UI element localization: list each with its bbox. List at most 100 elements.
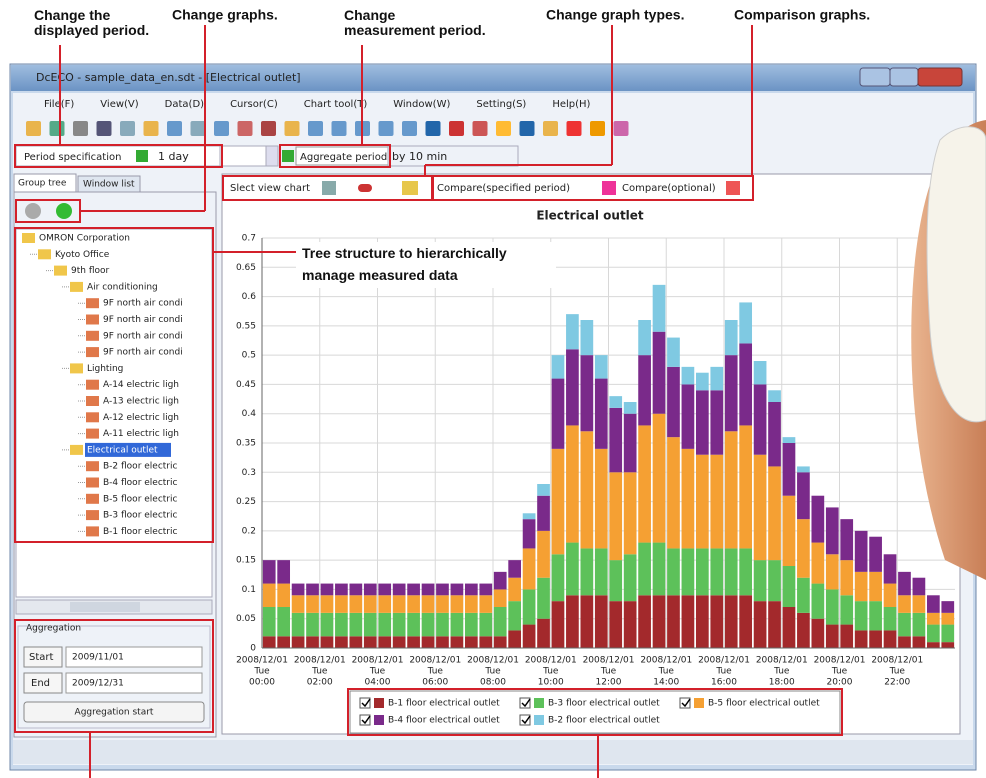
- start-button[interactable]: [23, 646, 63, 668]
- prev-button[interactable]: [136, 150, 148, 162]
- bar-segment: [493, 571, 507, 590]
- chart-type-icon[interactable]: [358, 184, 372, 192]
- bar-segment: [667, 437, 680, 549]
- compare-specified[interactable]: Compare(specified period): [437, 183, 570, 194]
- end-button[interactable]: [23, 672, 63, 694]
- tree-item[interactable]: 9F north air condi: [103, 348, 183, 358]
- aggregation-start-button[interactable]: [23, 701, 205, 723]
- tree-item[interactable]: 9F north air condi: [103, 299, 183, 309]
- toolbar-button[interactable]: [449, 121, 464, 136]
- toolbar-button[interactable]: [402, 121, 417, 136]
- bar-segment: [854, 601, 868, 631]
- toolbar-button[interactable]: [143, 121, 159, 136]
- menu-item[interactable]: Chart tool(T): [304, 99, 368, 110]
- toolbar-button[interactable]: [261, 121, 276, 136]
- bar-segment: [782, 437, 796, 443]
- compare-icon[interactable]: [726, 181, 740, 195]
- tree-item[interactable]: Air conditioning: [87, 282, 158, 292]
- toolbar-button[interactable]: [543, 121, 558, 136]
- toolbar-button[interactable]: [26, 121, 41, 136]
- toolbar-button[interactable]: [167, 121, 182, 136]
- tree-item[interactable]: Electrical outlet: [87, 445, 158, 455]
- tree-item[interactable]: Kyoto Office: [55, 250, 110, 260]
- tree-item[interactable]: B-3 floor electric: [103, 511, 178, 521]
- scroll-thumb[interactable]: [70, 602, 140, 612]
- bar-segment: [739, 343, 753, 426]
- legend-check: [361, 698, 371, 708]
- toolbar-button[interactable]: [190, 121, 206, 136]
- compare-optional[interactable]: Compare(optional): [622, 183, 716, 194]
- menu-item[interactable]: Setting(S): [476, 99, 526, 110]
- minimize-button[interactable]: [859, 67, 891, 87]
- legend-check: [361, 715, 371, 725]
- tree-item[interactable]: B-5 floor electric: [103, 494, 178, 504]
- menu-item[interactable]: View(V): [100, 99, 138, 110]
- bar-segment: [840, 595, 854, 625]
- down-button[interactable]: [25, 203, 41, 219]
- tree-item[interactable]: A-14 electric ligh: [103, 380, 179, 390]
- bar-segment: [724, 431, 738, 549]
- folder-icon: [54, 265, 67, 276]
- toolbar-button[interactable]: [96, 121, 112, 136]
- tree-panel: [15, 228, 213, 598]
- toolbar-button[interactable]: [237, 121, 253, 136]
- tree-item[interactable]: 9F north air condi: [103, 315, 183, 325]
- bar-segment: [782, 566, 796, 607]
- menu-item[interactable]: Cursor(C): [230, 99, 278, 110]
- tree-item[interactable]: B-4 floor electric: [103, 478, 178, 488]
- legend-checkbox[interactable]: [359, 697, 371, 709]
- toolbar-button[interactable]: [284, 121, 300, 136]
- tree-item[interactable]: B-1 floor electric: [103, 527, 178, 537]
- toolbar-button[interactable]: [120, 121, 135, 136]
- tree-item[interactable]: A-13 electric ligh: [103, 397, 179, 407]
- mouse: [926, 126, 986, 423]
- legend-check: [681, 698, 691, 708]
- toolbar-button[interactable]: [425, 121, 441, 136]
- toolbar-button[interactable]: [73, 121, 88, 136]
- tree-item[interactable]: A-12 electric ligh: [103, 413, 179, 423]
- tree-item[interactable]: B-2 floor electric: [103, 462, 178, 472]
- tree-item[interactable]: 9th floor: [71, 266, 110, 276]
- toolbar-button[interactable]: [613, 121, 629, 136]
- legend-checkbox[interactable]: [519, 697, 531, 709]
- menu-item[interactable]: Data(D): [165, 99, 204, 110]
- menu-item[interactable]: Window(W): [393, 99, 450, 110]
- up-button[interactable]: [56, 203, 72, 219]
- legend-checkbox[interactable]: [359, 714, 371, 726]
- aggregate-icon[interactable]: [282, 150, 294, 162]
- bar-segment: [623, 413, 637, 473]
- end-date[interactable]: [65, 672, 203, 694]
- folder-icon: [86, 412, 99, 423]
- compare-icon[interactable]: [602, 181, 616, 195]
- tree-item[interactable]: A-11 electric ligh: [103, 429, 179, 439]
- toolbar-button[interactable]: [472, 121, 488, 136]
- toolbar-button[interactable]: [214, 121, 229, 136]
- legend-checkbox[interactable]: [679, 697, 691, 709]
- start-date[interactable]: [65, 646, 203, 668]
- close-button[interactable]: [917, 67, 963, 87]
- x-tick-label: 18:00: [769, 678, 795, 688]
- bar-segment: [378, 583, 392, 596]
- tree-item[interactable]: Lighting: [87, 364, 123, 374]
- x-tick-day: Tue: [773, 667, 790, 677]
- period-value[interactable]: 1 day: [158, 150, 189, 163]
- menu-item[interactable]: Help(H): [552, 99, 590, 110]
- toolbar-button[interactable]: [590, 121, 605, 136]
- aggregate-value[interactable]: by 10 min: [392, 150, 447, 163]
- dropdown[interactable]: [265, 145, 279, 167]
- toolbar-button[interactable]: [496, 121, 511, 136]
- toolbar-button[interactable]: [308, 121, 323, 136]
- toolbar-button[interactable]: [49, 121, 65, 136]
- toolbar-button[interactable]: [566, 121, 582, 136]
- chart-type-icon[interactable]: [322, 181, 336, 195]
- toolbar-button[interactable]: [519, 121, 535, 136]
- toolbar-button[interactable]: [331, 121, 347, 136]
- bar-segment: [739, 425, 753, 549]
- chart-type-icon[interactable]: [402, 181, 418, 195]
- legend-checkbox[interactable]: [519, 714, 531, 726]
- toolbar-button[interactable]: [378, 121, 394, 136]
- bar-segment: [436, 612, 449, 637]
- tree-item[interactable]: OMRON Corporation: [39, 234, 130, 244]
- tree-item[interactable]: 9F north air condi: [103, 331, 183, 341]
- maximize-button[interactable]: [889, 67, 919, 87]
